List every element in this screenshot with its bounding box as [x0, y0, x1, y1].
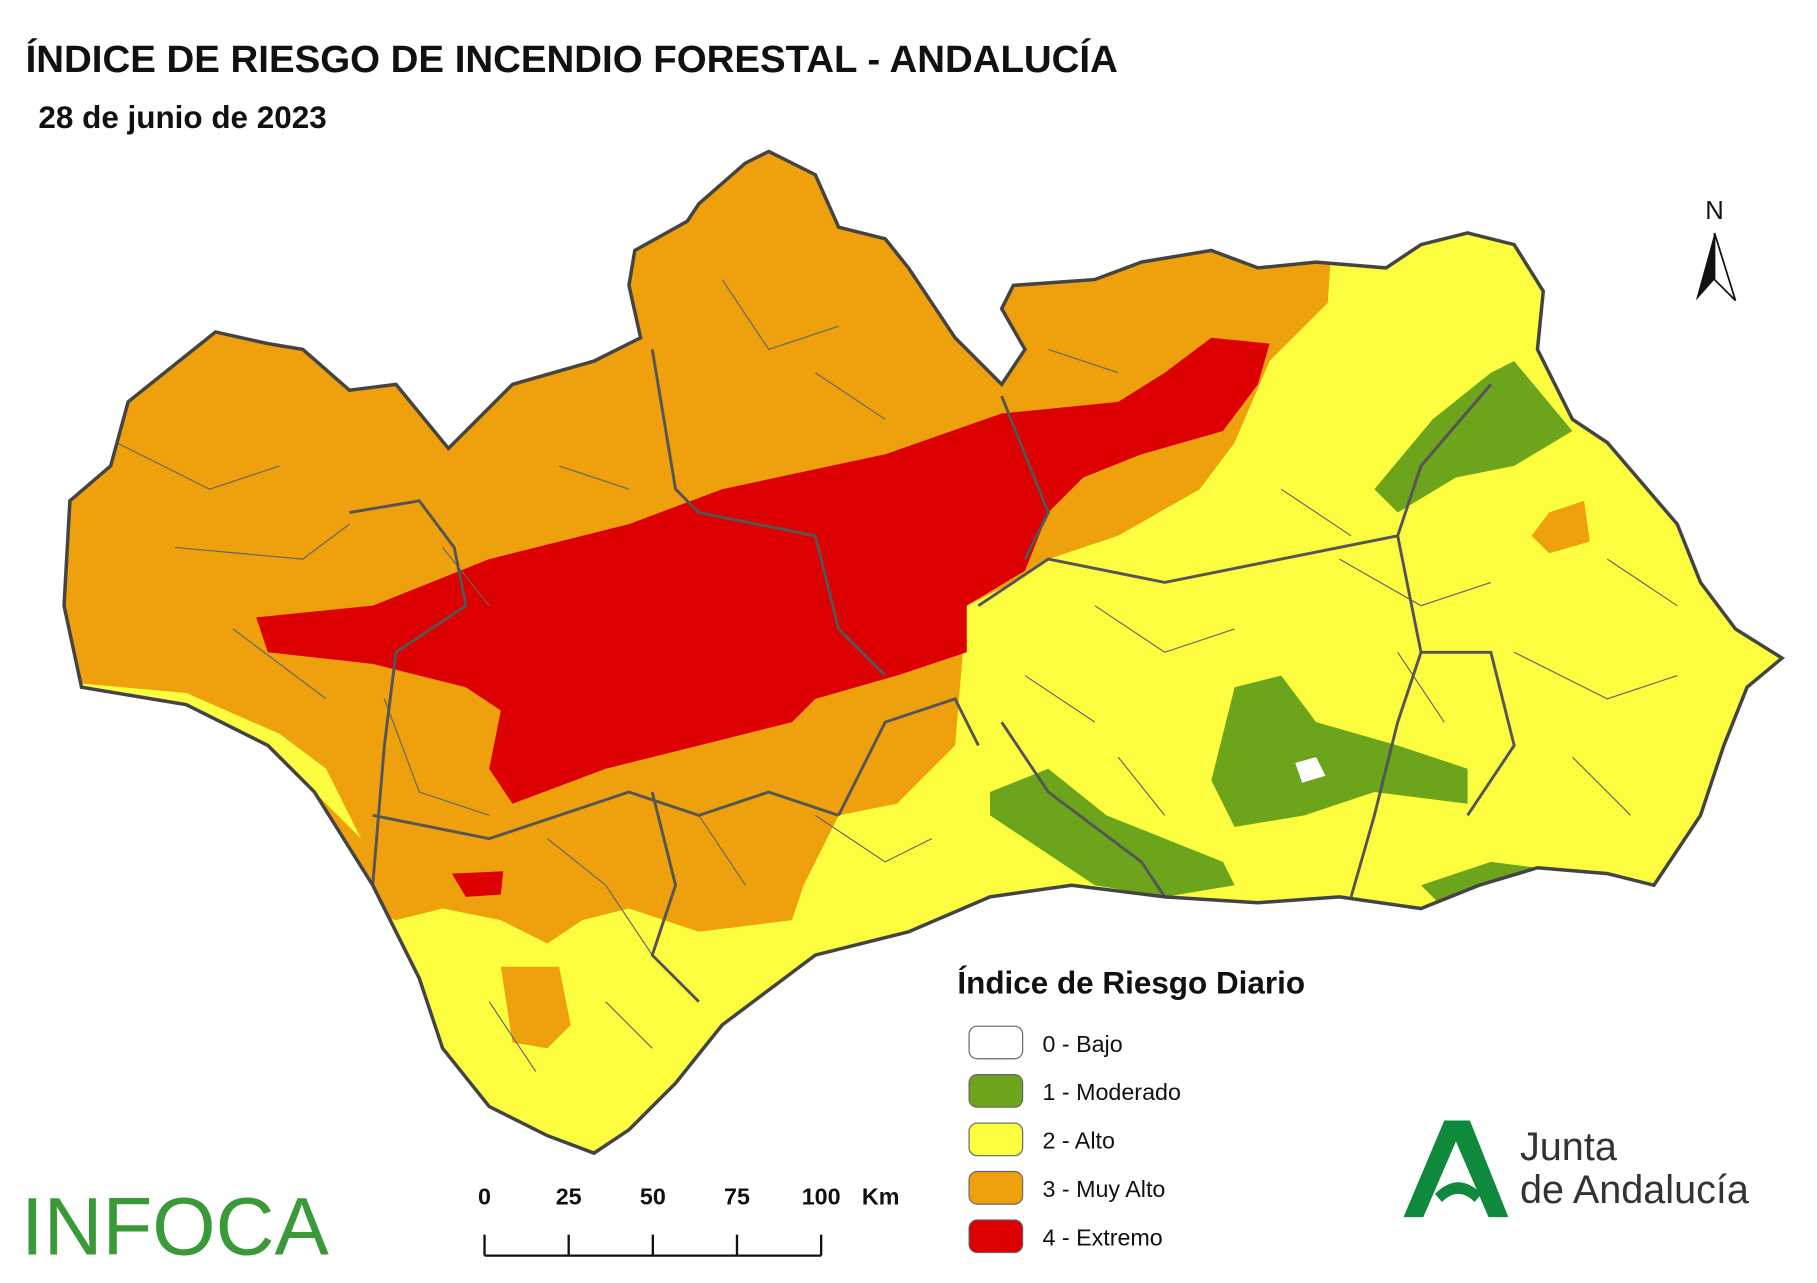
- junta-emblem-arc: [1434, 1182, 1482, 1203]
- risk-area: [1295, 757, 1326, 783]
- legend-swatch: [968, 1074, 1024, 1108]
- scale-label: 0: [478, 1183, 491, 1209]
- infoca-logo: INFOCA: [21, 1181, 330, 1272]
- risk-area: [990, 768, 1235, 897]
- north-label: N: [1705, 197, 1724, 225]
- risk-area: [451, 871, 504, 897]
- risk-area: [1211, 675, 1468, 827]
- scale-label: 100: [802, 1183, 841, 1209]
- junta-text: de Andalucía: [1520, 1168, 1750, 1212]
- map-title: ÍNDICE DE RIESGO DE INCENDIO FORESTAL - …: [26, 37, 1118, 81]
- scale-label: 50: [640, 1183, 666, 1209]
- municipal-boundaries: [116, 279, 1678, 1072]
- map-date: 28 de junio de 2023: [38, 100, 326, 135]
- legend-label: 4 - Extremo: [1042, 1225, 1162, 1251]
- north-arrow-right: [1713, 232, 1737, 302]
- junta-text: Junta: [1520, 1125, 1618, 1169]
- region-outline: [62, 149, 1786, 1156]
- legend-swatch: [968, 1219, 1024, 1254]
- scale-bar: 0 25 50 75 100 Km: [478, 1183, 900, 1257]
- legend-swatch: [968, 1122, 1024, 1157]
- north-arrow-left: [1695, 232, 1715, 301]
- legend-swatch: [968, 1170, 1024, 1205]
- legend: Índice de Riesgo Diario 0 - Bajo 1 - Mode…: [957, 966, 1305, 1254]
- legend-swatch: [968, 1025, 1024, 1060]
- risk-area: [1374, 361, 1573, 513]
- province-boundaries: [349, 349, 1516, 1003]
- north-arrow: N: [1695, 197, 1737, 302]
- junta-logo: Junta de Andalucía: [1403, 1120, 1750, 1218]
- risk-area: [500, 966, 571, 1049]
- scale-label: 75: [724, 1183, 750, 1209]
- scale-unit: Km: [862, 1183, 900, 1209]
- legend-label: 2 - Alto: [1042, 1128, 1114, 1154]
- scale-label: 25: [556, 1183, 582, 1209]
- legend-label: 0 - Bajo: [1042, 1031, 1122, 1057]
- legend-label: 1 - Moderado: [1042, 1079, 1180, 1105]
- legend-label: 3 - Muy Alto: [1042, 1176, 1165, 1202]
- junta-emblem: [1403, 1120, 1509, 1218]
- legend-title: Índice de Riesgo Diario: [957, 966, 1305, 1001]
- risk-area: [256, 337, 1270, 804]
- risk-area: [1531, 500, 1590, 554]
